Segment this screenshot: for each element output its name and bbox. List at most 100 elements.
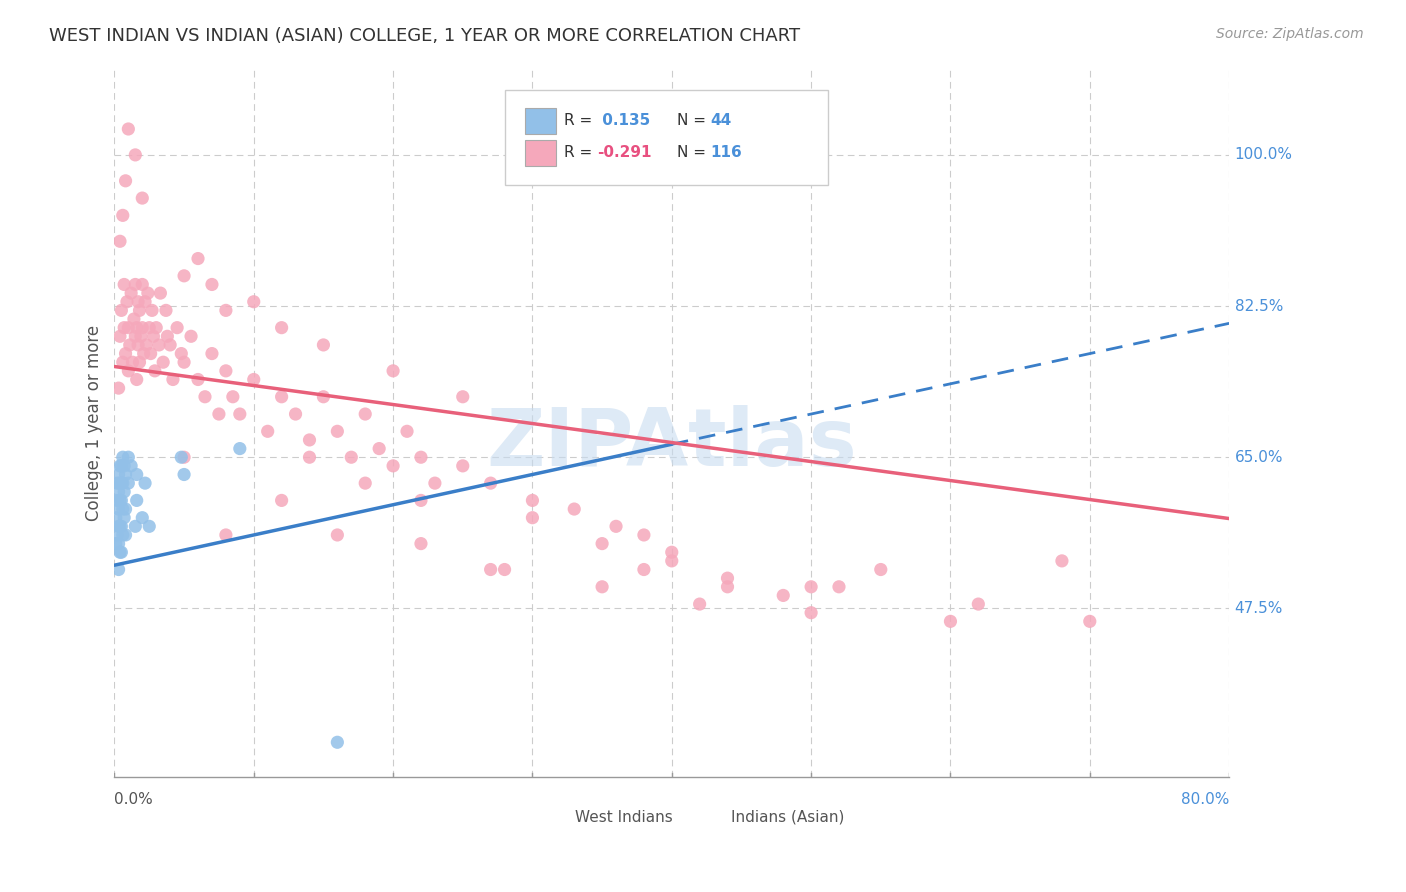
Point [108, 234, 131, 248]
Text: 100.0%: 100.0% [1234, 147, 1292, 162]
Point [114, 346, 136, 360]
Point [800, 580, 823, 594]
Point [108, 545, 131, 559]
Point [354, 407, 377, 421]
Point [115, 294, 138, 309]
Point [382, 364, 405, 378]
Point [312, 338, 335, 352]
Point [131, 510, 153, 524]
Point [108, 458, 131, 473]
Point [110, 545, 132, 559]
Point [242, 372, 264, 386]
Point [170, 450, 193, 465]
Point [173, 355, 195, 369]
Text: WEST INDIAN VS INDIAN (ASIAN) COLLEGE, 1 YEAR OR MORE CORRELATION CHART: WEST INDIAN VS INDIAN (ASIAN) COLLEGE, 1… [49, 27, 800, 45]
Point [409, 493, 432, 508]
Point [312, 390, 335, 404]
Text: N =: N = [678, 113, 706, 128]
Point [340, 450, 363, 465]
Text: N =: N = [678, 145, 706, 161]
Point [156, 329, 179, 343]
Point [107, 519, 129, 533]
Point [120, 286, 142, 301]
Point [117, 320, 139, 334]
FancyBboxPatch shape [544, 806, 568, 828]
Point [110, 519, 132, 533]
Point [138, 320, 160, 334]
Point [242, 294, 264, 309]
Point [108, 519, 131, 533]
Point [110, 458, 132, 473]
Point [131, 277, 153, 292]
Point [128, 303, 150, 318]
Text: ZIPAtlas: ZIPAtlas [486, 405, 858, 483]
Point [107, 381, 129, 395]
Point [591, 536, 613, 550]
Point [869, 562, 891, 576]
Point [110, 476, 132, 491]
Point [107, 562, 129, 576]
Point [173, 450, 195, 465]
Point [215, 364, 238, 378]
Point [124, 519, 146, 533]
Point [125, 372, 148, 386]
Point [110, 303, 132, 318]
Point [409, 450, 432, 465]
Point [108, 493, 131, 508]
Point [105, 493, 128, 508]
Point [382, 458, 405, 473]
Point [201, 346, 224, 360]
Point [145, 320, 167, 334]
Point [107, 536, 129, 550]
Point [114, 467, 136, 482]
Point [939, 615, 962, 629]
Point [256, 425, 278, 439]
Point [326, 528, 349, 542]
Point [110, 493, 132, 508]
Point [194, 390, 217, 404]
Point [105, 476, 128, 491]
Point [661, 554, 683, 568]
Point [562, 502, 585, 516]
Point [159, 338, 181, 352]
Point [105, 528, 128, 542]
Point [131, 320, 153, 334]
Point [170, 346, 193, 360]
Point [661, 545, 683, 559]
Point [967, 597, 990, 611]
Point [125, 467, 148, 482]
Point [132, 346, 155, 360]
Point [141, 303, 163, 318]
Point [142, 329, 165, 343]
Point [107, 502, 129, 516]
Point [107, 484, 129, 499]
Point [139, 346, 162, 360]
Point [112, 320, 135, 334]
Point [148, 338, 170, 352]
Point [117, 450, 139, 465]
Point [138, 519, 160, 533]
Point [215, 303, 238, 318]
Text: 116: 116 [711, 145, 742, 161]
Point [409, 536, 432, 550]
Point [479, 562, 502, 576]
Point [270, 390, 292, 404]
Point [284, 407, 307, 421]
Point [120, 458, 142, 473]
Point [107, 467, 129, 482]
Point [112, 484, 135, 499]
FancyBboxPatch shape [524, 108, 555, 135]
Point [494, 562, 516, 576]
Point [155, 303, 177, 318]
Text: Source: ZipAtlas.com: Source: ZipAtlas.com [1216, 27, 1364, 41]
Point [108, 329, 131, 343]
Point [591, 580, 613, 594]
Point [173, 268, 195, 283]
Point [104, 536, 127, 550]
Point [125, 320, 148, 334]
Point [451, 458, 474, 473]
Point [716, 580, 738, 594]
Point [522, 493, 544, 508]
FancyBboxPatch shape [700, 806, 724, 828]
Point [121, 355, 143, 369]
